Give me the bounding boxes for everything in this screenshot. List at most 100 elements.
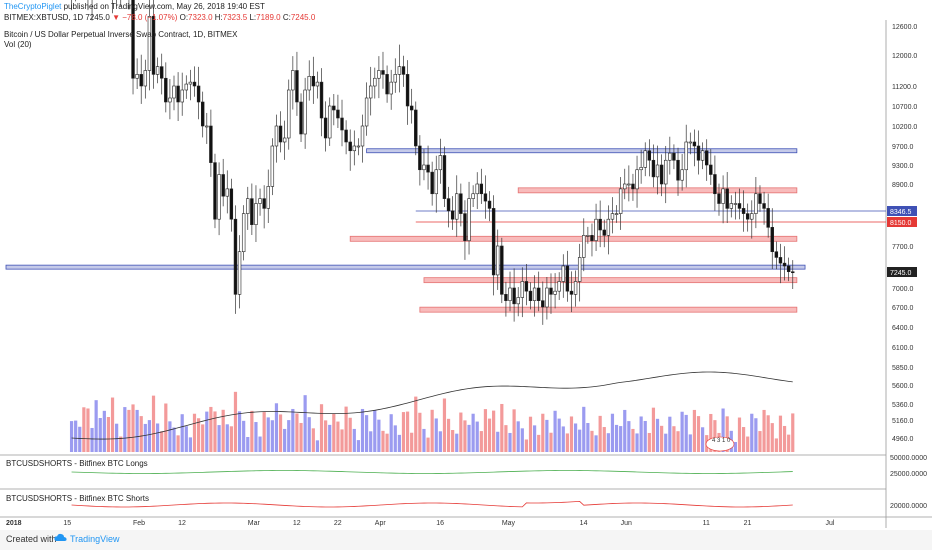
volume-bar [586, 423, 590, 452]
last-price: 7245.0 [85, 13, 110, 22]
candle-body [246, 198, 250, 214]
volume-bar [336, 421, 340, 452]
time-tick-label: Jul [826, 520, 835, 527]
candle-body [512, 287, 516, 305]
volume-bar [770, 423, 774, 452]
symbol-label: BITMEX:XBTUSD, 1D [4, 13, 84, 22]
open-value: 7323.0 [188, 13, 213, 22]
volume-bar [340, 429, 344, 452]
candle-body [573, 281, 578, 295]
volume-bar [737, 417, 742, 452]
candle-body [475, 183, 479, 195]
volume-bar [172, 427, 176, 452]
volume-bar [348, 417, 352, 452]
volume-bar [578, 429, 582, 452]
author-link[interactable]: TheCryptoPiglet [4, 2, 62, 11]
time-tick-label: Feb [133, 520, 145, 527]
candle-body [737, 203, 742, 209]
candle-body [209, 125, 213, 163]
volume-bar [410, 432, 414, 452]
candle-body [692, 141, 697, 147]
volume-bar [709, 413, 713, 452]
price-tick-label: 5160.0 [892, 418, 914, 425]
candle-body [422, 164, 426, 171]
volume-bar [266, 417, 270, 452]
candle-body [545, 287, 549, 308]
longs-line [71, 470, 793, 474]
candle-body [668, 152, 672, 161]
volume-bar [221, 409, 225, 452]
price-tag [887, 217, 917, 227]
volume-bar [295, 413, 299, 452]
volume-bar [746, 436, 750, 452]
candle-body [348, 141, 352, 152]
volume-bar [98, 418, 102, 452]
candle-body [151, 16, 156, 75]
volume-bar [364, 415, 369, 452]
candle-body [520, 281, 525, 298]
volume-bar [508, 432, 512, 452]
volume-bar [123, 407, 127, 452]
volume-bar [373, 410, 377, 452]
candle-body [496, 245, 500, 276]
candle-body [754, 193, 758, 214]
candle-body [229, 188, 234, 220]
volume-bar [725, 416, 729, 452]
candle-body [446, 198, 451, 212]
time-tick-label: Jun [621, 520, 632, 527]
volume-bar [164, 403, 168, 452]
ohlc-line: BITMEX:XBTUSD, 1D 7245.0 ▼ −78.0 (−1.07%… [4, 13, 315, 23]
candle-body [213, 162, 217, 220]
candle-body [713, 174, 717, 195]
shorts-pane-label: BTCUSDSHORTS - Bitfinex BTC Shorts [6, 494, 149, 503]
volume-bar [688, 434, 692, 452]
volume-bar [565, 433, 569, 452]
volume-bar [356, 440, 360, 452]
time-tick-label: 15 [63, 520, 71, 527]
volume-bar [475, 421, 479, 452]
candle-body [360, 125, 365, 147]
candle-body [745, 213, 750, 220]
price-tag [887, 267, 917, 277]
tradingview-brand[interactable]: TradingView [70, 534, 120, 544]
volume-bar [606, 433, 610, 452]
volume-bar [631, 428, 635, 452]
volume-bar [664, 433, 668, 452]
volume-bar [102, 410, 106, 452]
time-tick-label: 16 [436, 520, 444, 527]
volume-bar [139, 416, 143, 452]
volume-bar [668, 416, 672, 452]
candle-body [623, 183, 627, 190]
candle-body [467, 198, 471, 241]
volume-bar [352, 428, 356, 452]
candle-body [491, 208, 496, 276]
candle-body [528, 290, 533, 301]
close-label: C: [282, 13, 291, 22]
price-tick-label: 5850.0 [892, 365, 914, 372]
candle-body [561, 265, 565, 282]
volume-bar [176, 435, 180, 452]
candle-body [766, 208, 770, 228]
volume-bar [180, 414, 184, 452]
candle-body [438, 155, 443, 171]
volume-bar [315, 440, 320, 452]
candle-body [274, 125, 279, 147]
volume-bar [758, 431, 762, 452]
longs-axis-label: 50000.0000 [890, 455, 927, 462]
volume-bar [438, 431, 442, 452]
volume-bar [119, 436, 123, 452]
candle-body [164, 77, 168, 103]
volume-bar [69, 421, 74, 452]
candle-body [168, 97, 172, 103]
price-tick-label: 7700.0 [892, 244, 914, 251]
candle-body [479, 183, 484, 195]
volume-bar [623, 409, 627, 452]
time-tick-label: 14 [580, 520, 588, 527]
candle-body [487, 200, 492, 209]
volume-bar [270, 420, 274, 452]
candle-body [557, 281, 561, 292]
footer-bar: Created with TradingView [0, 530, 932, 550]
volume-bar [209, 406, 213, 452]
candle-body [586, 235, 590, 237]
